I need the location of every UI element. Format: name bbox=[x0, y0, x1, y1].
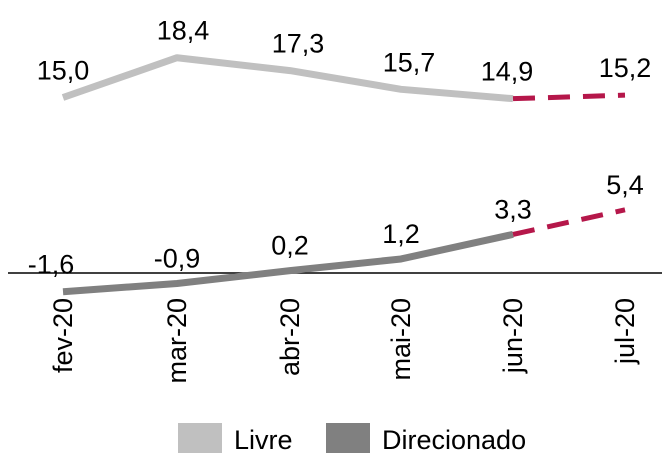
data-label-livre: 15,7 bbox=[383, 47, 436, 77]
data-label-livre: 14,9 bbox=[481, 57, 534, 87]
legend-label-direcionado: Direcionado bbox=[382, 425, 526, 454]
data-label-direcionado: 5,4 bbox=[606, 170, 644, 200]
data-label-livre: 15,2 bbox=[599, 53, 652, 83]
series-projection-livre bbox=[512, 92, 626, 102]
series-projection-direcionado bbox=[512, 207, 626, 237]
x-tick-layer: fev-20 mar-20 abr-20 mai-20 jun-20 jul-20 bbox=[48, 298, 640, 384]
legend-swatch-livre bbox=[178, 423, 222, 453]
x-tick-label: abr-20 bbox=[275, 298, 305, 376]
data-label-direcionado: 0,2 bbox=[271, 231, 309, 261]
x-tick-label: mar-20 bbox=[162, 298, 192, 384]
series-layer bbox=[61, 54, 626, 296]
legend-swatch-direcionado bbox=[326, 423, 370, 453]
series-line-direcionado bbox=[62, 230, 514, 296]
data-label-livre: 15,0 bbox=[37, 56, 90, 86]
data-label-direcionado: 3,3 bbox=[494, 194, 532, 224]
data-label-direcionado: -1,6 bbox=[28, 250, 75, 280]
x-tick-label: fev-20 bbox=[48, 298, 78, 373]
data-label-livre: 17,3 bbox=[272, 29, 325, 59]
x-tick-label: jul-20 bbox=[610, 298, 640, 365]
series-line-livre bbox=[61, 54, 514, 103]
legend: Livre Direcionado bbox=[178, 423, 526, 454]
x-tick-label: jun-20 bbox=[498, 298, 528, 374]
data-label-layer: 15,0 18,4 17,3 15,7 14,9 15,2 -1,6 -0,9 0,2 1,2 3,… bbox=[28, 16, 652, 280]
data-label-livre: 18,4 bbox=[157, 16, 210, 46]
data-label-direcionado: 1,2 bbox=[382, 219, 420, 249]
data-label-direcionado: -0,9 bbox=[154, 244, 201, 274]
legend-label-livre: Livre bbox=[234, 425, 293, 454]
x-tick-label: mai-20 bbox=[386, 298, 416, 381]
